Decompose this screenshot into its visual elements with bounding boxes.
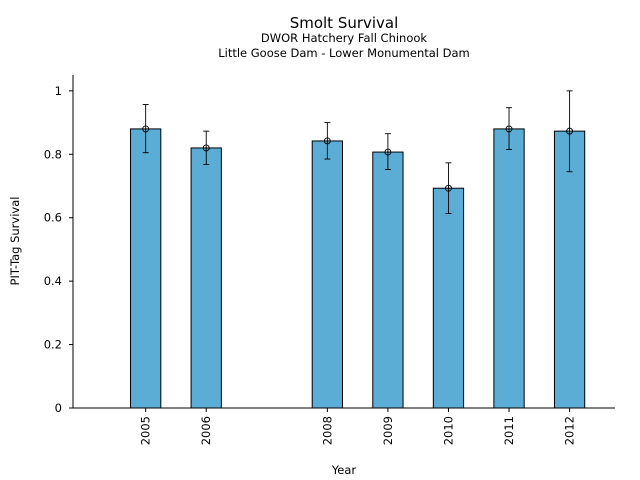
data-point-marker <box>142 125 150 133</box>
bars-group <box>130 128 586 409</box>
x-ticks-group: 2005 2006 2008 2009 2010 2011 2012 <box>139 408 577 445</box>
y-ticks-group: 0 0.2 0.4 0.6 0.8 1 <box>44 84 73 415</box>
error-bar-2008 <box>323 122 331 160</box>
data-point-marker <box>445 184 452 192</box>
bar-2012 <box>553 130 586 409</box>
x-tick-label: 2009 <box>381 416 395 445</box>
y-tick-label: 0.6 <box>44 211 62 225</box>
bar-2010 <box>432 187 465 409</box>
bar-2009 <box>372 151 404 409</box>
y-tick-label: 0.2 <box>44 338 62 352</box>
x-tick-label: 2011 <box>502 416 516 445</box>
data-point-marker <box>505 125 513 133</box>
bar-2005 <box>130 128 162 409</box>
x-tick-label: 2006 <box>199 416 213 445</box>
x-tick-label: 2010 <box>441 416 455 445</box>
chart-subtitle-line-1: DWOR Hatchery Fall Chinook <box>261 31 428 45</box>
chart-title: Smolt Survival <box>290 14 399 32</box>
x-axis-label: Year <box>331 463 357 477</box>
error-bar-2006 <box>202 130 210 165</box>
x-tick-label: 2012 <box>563 416 577 445</box>
y-tick-label: 0 <box>55 401 62 415</box>
y-tick-label: 1 <box>55 84 62 98</box>
data-point-marker <box>202 144 210 152</box>
error-bar-2005 <box>142 104 150 154</box>
bar-2008 <box>311 140 343 409</box>
data-point-marker <box>384 148 392 156</box>
y-tick-label: 0.8 <box>44 147 62 161</box>
y-tick-label: 0.4 <box>44 274 62 288</box>
bar-2006 <box>190 147 222 409</box>
error-bar-2010 <box>445 162 452 215</box>
error-bars-group <box>142 90 574 215</box>
y-axis-label: PIT-Tag Survival <box>8 197 22 286</box>
error-bar-2012 <box>566 90 574 173</box>
x-tick-label: 2008 <box>320 416 334 445</box>
data-point-marker <box>566 127 574 135</box>
error-bar-2009 <box>384 133 392 170</box>
x-tick-label: 2005 <box>139 416 153 445</box>
chart-subtitle-line-2: Little Goose Dam - Lower Monumental Dam <box>218 46 470 60</box>
data-point-marker <box>323 137 331 145</box>
error-bar-2011 <box>505 107 513 150</box>
bar-2011 <box>493 128 525 409</box>
